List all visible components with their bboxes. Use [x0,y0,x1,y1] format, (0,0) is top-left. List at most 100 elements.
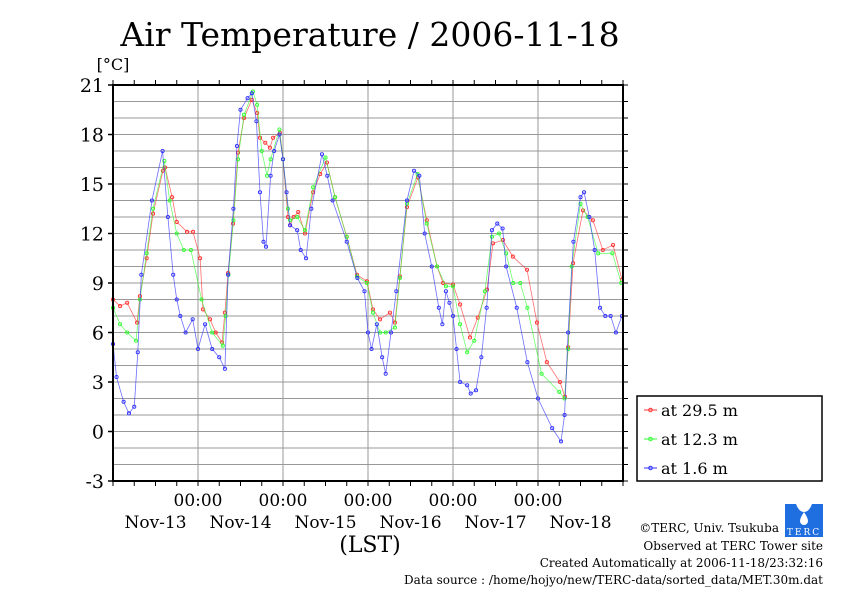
data-point [171,272,176,277]
data-point [188,247,193,253]
data-point [436,305,441,310]
legend-box [636,395,823,482]
data-point [394,289,399,294]
data-point [199,297,204,302]
data-point [496,231,502,236]
data-point [571,261,576,266]
data-point [125,330,130,335]
data-point [263,244,269,249]
data-point [557,389,562,394]
data-point [267,145,272,150]
y-tick-label: 15 [80,174,104,196]
data-point [450,313,456,319]
series-2 [110,91,624,444]
y-tick-label: 9 [92,273,104,295]
data-point [566,330,571,335]
legend: at 29.5 m at 12.3 m at 1.6 m [636,395,823,482]
data-point [587,214,592,220]
legend-marker [648,407,653,413]
data-point [135,350,140,355]
data-point [254,119,259,124]
data-point [217,355,222,360]
legend-marker [648,465,653,471]
data-point [198,256,203,261]
data-point [234,143,240,149]
data-point [190,229,196,234]
data-point [162,158,167,163]
data-point [174,231,179,236]
data-point [249,91,254,96]
x-tick-label-day: Nov-17 [464,513,526,533]
data-point [465,383,470,388]
data-point [167,198,172,203]
data-point [210,330,215,335]
data-point [454,346,459,352]
series-layer [110,89,624,444]
data-point [597,305,603,310]
x-tick-label-day: Nov-18 [549,513,611,533]
data-point [383,330,388,335]
created-text: Created Automatically at 2006-11-18/23:3… [540,556,823,570]
data-point [465,350,470,355]
data-point [259,148,264,154]
y-tick-label: 3 [92,372,104,394]
data-point [525,305,530,310]
data-point [417,173,422,178]
data-point [114,374,119,380]
data-point [277,127,282,132]
x-tick-label-day: Nov-13 [124,513,186,533]
data-point [325,173,330,178]
y-tick-label: -3 [85,471,104,493]
legend-label: at 29.5 m [661,401,738,420]
data-point [118,304,123,309]
data-point [374,322,379,327]
data-point [144,251,149,256]
data-point [518,280,523,286]
data-point [370,310,376,315]
data-point [611,242,616,248]
data-point [238,107,243,112]
data-point [365,330,371,335]
data-point [355,275,360,281]
legend-label: at 1.6 m [661,459,728,478]
data-point [241,112,247,117]
data-point [596,251,601,256]
data-point [443,289,448,294]
data-point [525,360,530,365]
data-point [284,190,289,195]
data-point [150,206,156,211]
data-point [261,239,266,244]
data-point [566,346,571,352]
data-point [489,228,495,233]
y-tick-label: 18 [80,125,104,147]
y-tick-label: 0 [92,422,104,444]
data-point [592,247,597,253]
data-point [302,228,308,233]
data-point [319,152,325,157]
data-point [121,399,126,404]
data-point [344,239,349,244]
data-point [581,190,587,195]
data-point [126,411,131,416]
data-point [195,346,201,352]
data-point [479,355,484,360]
data-point [377,317,383,322]
data-point [443,284,448,289]
legend-marker [648,436,653,442]
data-point [222,366,227,371]
series-line [112,90,622,400]
data-point [295,214,300,220]
data-point [223,313,228,319]
x-tick-label-time: 00:00 [514,491,563,511]
data-point [255,102,260,107]
data-point [435,264,440,269]
data-point [364,280,369,286]
data-point [613,330,618,335]
data-point [392,325,397,330]
data-source-text: Data source : /home/hojyo/new/TERC-data/… [404,573,823,587]
chart-title: Air Temperature / 2006-11-18 [119,15,619,54]
data-point [608,313,613,319]
data-point [458,379,463,385]
data-point [296,209,301,215]
